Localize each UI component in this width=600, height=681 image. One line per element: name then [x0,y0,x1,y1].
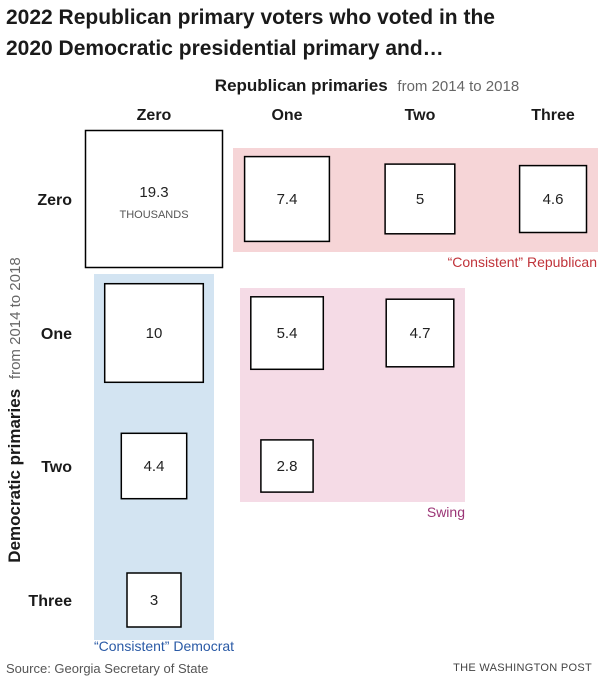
cell: 4.7 [385,298,455,368]
value-label: 5 [416,191,424,208]
group-label-swing: Swing [427,504,465,520]
x-tick-label-three: Three [531,107,575,124]
value-label: 10 [146,325,163,342]
cell: 7.4 [243,155,331,243]
cell: 5.4 [250,296,325,371]
x-tick-label-zero: Zero [137,107,172,124]
group-label-democrat: “Consistent” Democrat [94,638,234,654]
y-tick-label-zero: Zero [37,192,72,209]
y-axis-title-bold: Democratic primaries [5,389,24,563]
value-square [243,155,331,243]
cell: 4.4 [120,432,188,500]
cell: 5 [384,163,456,235]
cell: 3 [126,572,182,628]
cell: 2.8 [260,439,314,493]
value-square [385,298,455,368]
chart-title-line-2: 2020 Democratic presidential primary and… [6,37,444,60]
chart-title-line-1: 2022 Republican primary voters who voted… [6,6,495,29]
y-tick-label-two: Two [41,459,72,476]
group-label-republican: “Consistent” Republican [448,254,597,270]
x-tick-label-one: One [271,107,302,124]
chart-title: 2022 Republican primary voters who voted… [6,2,596,64]
x-axis-title-bold: Republican primaries [215,76,388,95]
y-tick-label-one: One [41,326,72,343]
value-square [126,572,182,628]
value-label: 19.3 [139,184,168,201]
value-square [384,163,456,235]
value-square [103,282,205,384]
y-tick-label-three: Three [28,593,72,610]
cells: 19.3 THOUSANDS 7.4 5 4.6 10 5.4 4.7 4.4 2.8 3 [84,129,588,628]
y-axis-title: Democratic primaries from 2014 to 2018 [5,257,24,562]
value-square [260,439,314,493]
value-label: 4.6 [543,191,564,208]
cell: 10 [103,282,205,384]
y-axis-title-light: from 2014 to 2018 [7,257,24,379]
value-square [250,296,325,371]
x-tick-label-two: Two [405,107,436,124]
axes: Republican primaries from 2014 to 2018 D… [5,76,575,610]
value-label: 5.4 [277,325,298,342]
value-label: 2.8 [277,458,298,475]
value-square [120,432,188,500]
value-square [84,129,224,269]
cell: 19.3 THOUSANDS [84,129,224,269]
value-label: 7.4 [277,191,298,208]
publisher-credit: THE WASHINGTON POST [453,662,592,674]
value-label: 3 [150,592,158,609]
source-note: Source: Georgia Secretary of State [6,661,209,676]
x-axis-title: Republican primaries from 2014 to 2018 [215,76,519,95]
x-axis-title-light: from 2014 to 2018 [397,78,519,95]
value-label: 4.7 [410,325,431,342]
cell: 4.6 [518,164,588,234]
unit-label: THOUSANDS [119,209,188,221]
value-label: 4.4 [144,458,165,475]
value-square [518,164,588,234]
